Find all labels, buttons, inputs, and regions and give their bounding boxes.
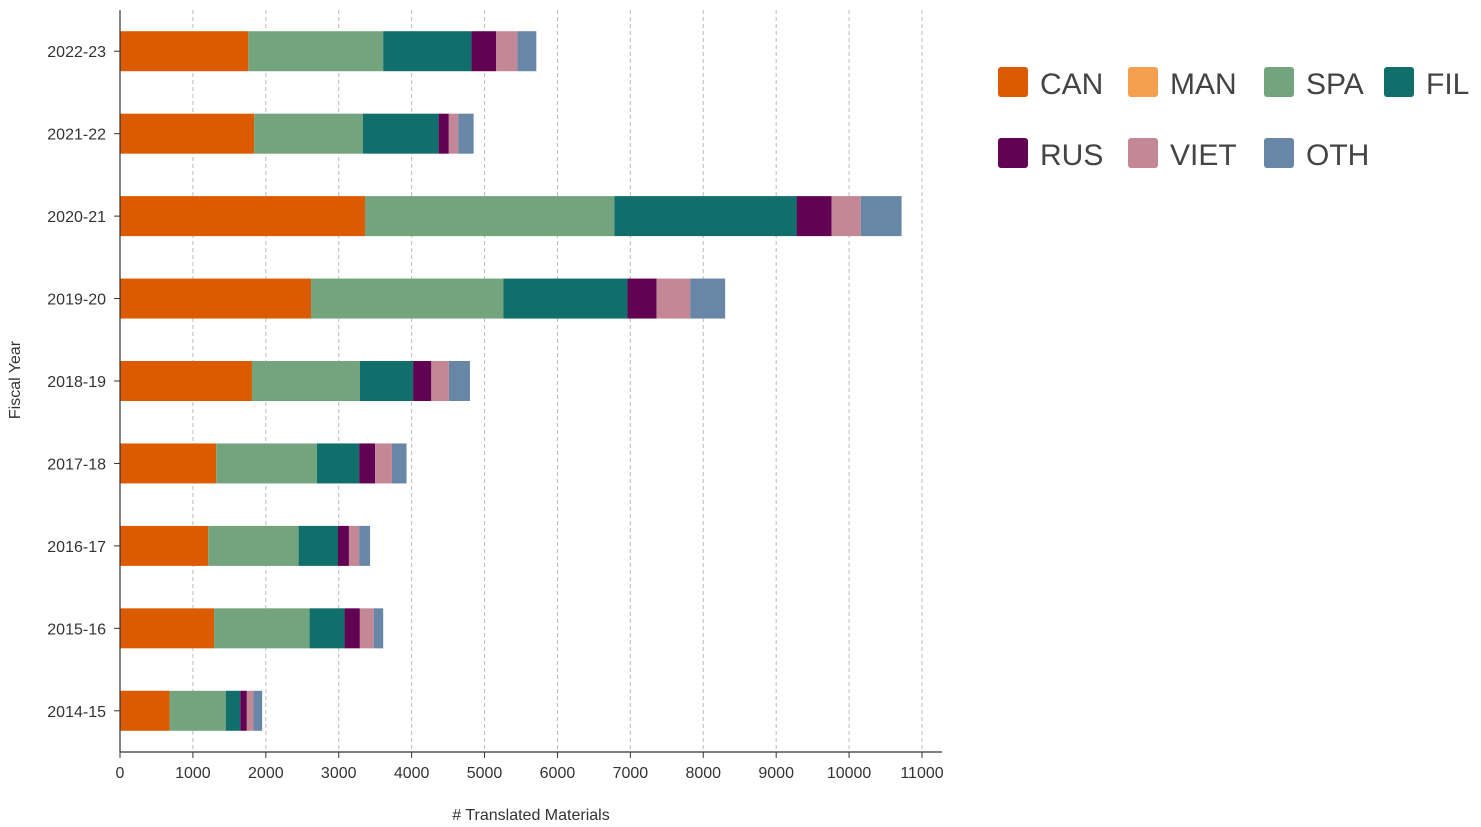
y-tick-labels: 2022-23 2021-22 2020-21 2019-20 2018-19 2017-… — [47, 44, 120, 721]
x-tick-labels: 0 1000 2000 3000 4000 5000 6000 7000 8000 9000 100… — [116, 752, 944, 782]
bar-segment-fil — [298, 525, 338, 566]
bar-segment-viet — [375, 443, 392, 484]
y-tick-label: 2014-15 — [47, 704, 106, 721]
bar-segment-rus — [438, 113, 449, 154]
bar-segment-fil — [309, 608, 345, 649]
bar-segment-can — [120, 196, 365, 237]
bar-segment-oth — [690, 278, 726, 319]
legend-label-rus: RUS — [1040, 139, 1103, 172]
legend-label-man: MAN — [1170, 68, 1237, 101]
bar-segment-oth — [373, 608, 384, 649]
bar-segment-spa — [169, 690, 226, 731]
bar-segment-rus — [240, 690, 247, 731]
x-tick-label: 10000 — [827, 765, 872, 782]
bar-segment-can — [120, 278, 312, 319]
bar-segment-viet — [359, 608, 374, 649]
legend: CAN MAN SPA FIL RUS VIET OTH — [998, 67, 1469, 172]
bar-segment-fil — [362, 113, 439, 154]
legend-swatch-man — [1128, 67, 1158, 97]
bar-segment-spa — [248, 31, 384, 72]
legend-swatch-viet — [1128, 138, 1158, 168]
bar-segment-can — [120, 31, 249, 72]
bar-segment-rus — [337, 525, 349, 566]
bar-segment-can — [120, 690, 170, 731]
legend-label-spa: SPA — [1306, 68, 1364, 101]
bar-segment-fil — [503, 278, 628, 319]
y-tick-label: 2015-16 — [47, 621, 106, 638]
x-tick-label: 9000 — [758, 765, 794, 782]
bar-segment-viet — [348, 525, 360, 566]
legend-label-oth: OTH — [1306, 139, 1369, 172]
x-tick-label: 2000 — [248, 765, 284, 782]
y-tick-label: 2018-19 — [47, 374, 106, 391]
bar-segment-oth — [391, 443, 407, 484]
bar-segment-spa — [216, 443, 317, 484]
bar-segment-spa — [364, 196, 615, 237]
bar-segment-can — [120, 525, 209, 566]
legend-swatch-spa — [1264, 67, 1294, 97]
x-tick-label: 0 — [116, 765, 125, 782]
bar-segment-rus — [359, 443, 376, 484]
legend-swatch-oth — [1264, 138, 1294, 168]
bar-segment-oth — [359, 525, 371, 566]
bar-segment-viet — [496, 31, 518, 72]
bar-segment-rus — [796, 196, 832, 237]
y-tick-label: 2019-20 — [47, 292, 106, 309]
legend-label-viet: VIET — [1170, 139, 1237, 172]
bar-segment-spa — [254, 113, 363, 154]
bar-segment-can — [120, 361, 252, 401]
bar-segment-oth — [458, 113, 474, 154]
x-tick-label: 7000 — [613, 765, 649, 782]
x-tick-label: 8000 — [685, 765, 721, 782]
bar-segment-rus — [471, 31, 497, 72]
x-tick-label: 1000 — [175, 765, 211, 782]
bar-segment-oth — [253, 690, 263, 731]
y-tick-label: 2020-21 — [47, 209, 106, 226]
x-tick-label: 3000 — [321, 765, 357, 782]
x-tick-label: 4000 — [394, 765, 430, 782]
bar-segment-oth — [448, 361, 470, 401]
legend-label-can: CAN — [1040, 68, 1103, 101]
bar-segment-spa — [311, 278, 504, 319]
bar-segment-fil — [614, 196, 797, 237]
bar-segment-viet — [656, 278, 691, 319]
bar-segment-oth — [517, 31, 537, 72]
x-axis-title: # Translated Materials — [452, 807, 609, 824]
x-tick-label: 11000 — [900, 765, 943, 782]
bars — [120, 31, 902, 731]
bar-segment-fil — [359, 361, 414, 401]
bar-segment-rus — [344, 608, 360, 649]
bar-segment-spa — [214, 608, 310, 649]
bar-segment-fil — [316, 443, 360, 484]
bar-segment-viet — [246, 690, 254, 731]
bar-segment-can — [120, 443, 217, 484]
y-tick-label: 2022-23 — [47, 44, 106, 61]
bar-segment-rus — [413, 361, 432, 401]
legend-swatch-fil — [1384, 67, 1414, 97]
x-tick-label: 5000 — [467, 765, 503, 782]
bar-segment-can — [120, 113, 255, 154]
bar-segment-spa — [251, 361, 360, 401]
legend-swatch-can — [998, 67, 1028, 97]
legend-label-fil: FIL — [1426, 68, 1469, 101]
y-tick-label: 2021-22 — [47, 127, 106, 144]
bar-segment-oth — [860, 196, 902, 237]
y-tick-label: 2017-18 — [47, 456, 106, 473]
bar-segment-viet — [431, 361, 449, 401]
bar-segment-rus — [627, 278, 657, 319]
bar-segment-can — [120, 608, 215, 649]
bar-segment-fil — [225, 690, 241, 731]
bar-segment-viet — [448, 113, 459, 154]
bar-segment-viet — [831, 196, 861, 237]
bar-segment-spa — [208, 525, 299, 566]
x-tick-label: 6000 — [540, 765, 576, 782]
bar-segment-fil — [383, 31, 472, 72]
y-axis-title: Fiscal Year — [7, 340, 24, 419]
y-tick-label: 2016-17 — [47, 539, 106, 556]
legend-swatch-rus — [998, 138, 1028, 168]
